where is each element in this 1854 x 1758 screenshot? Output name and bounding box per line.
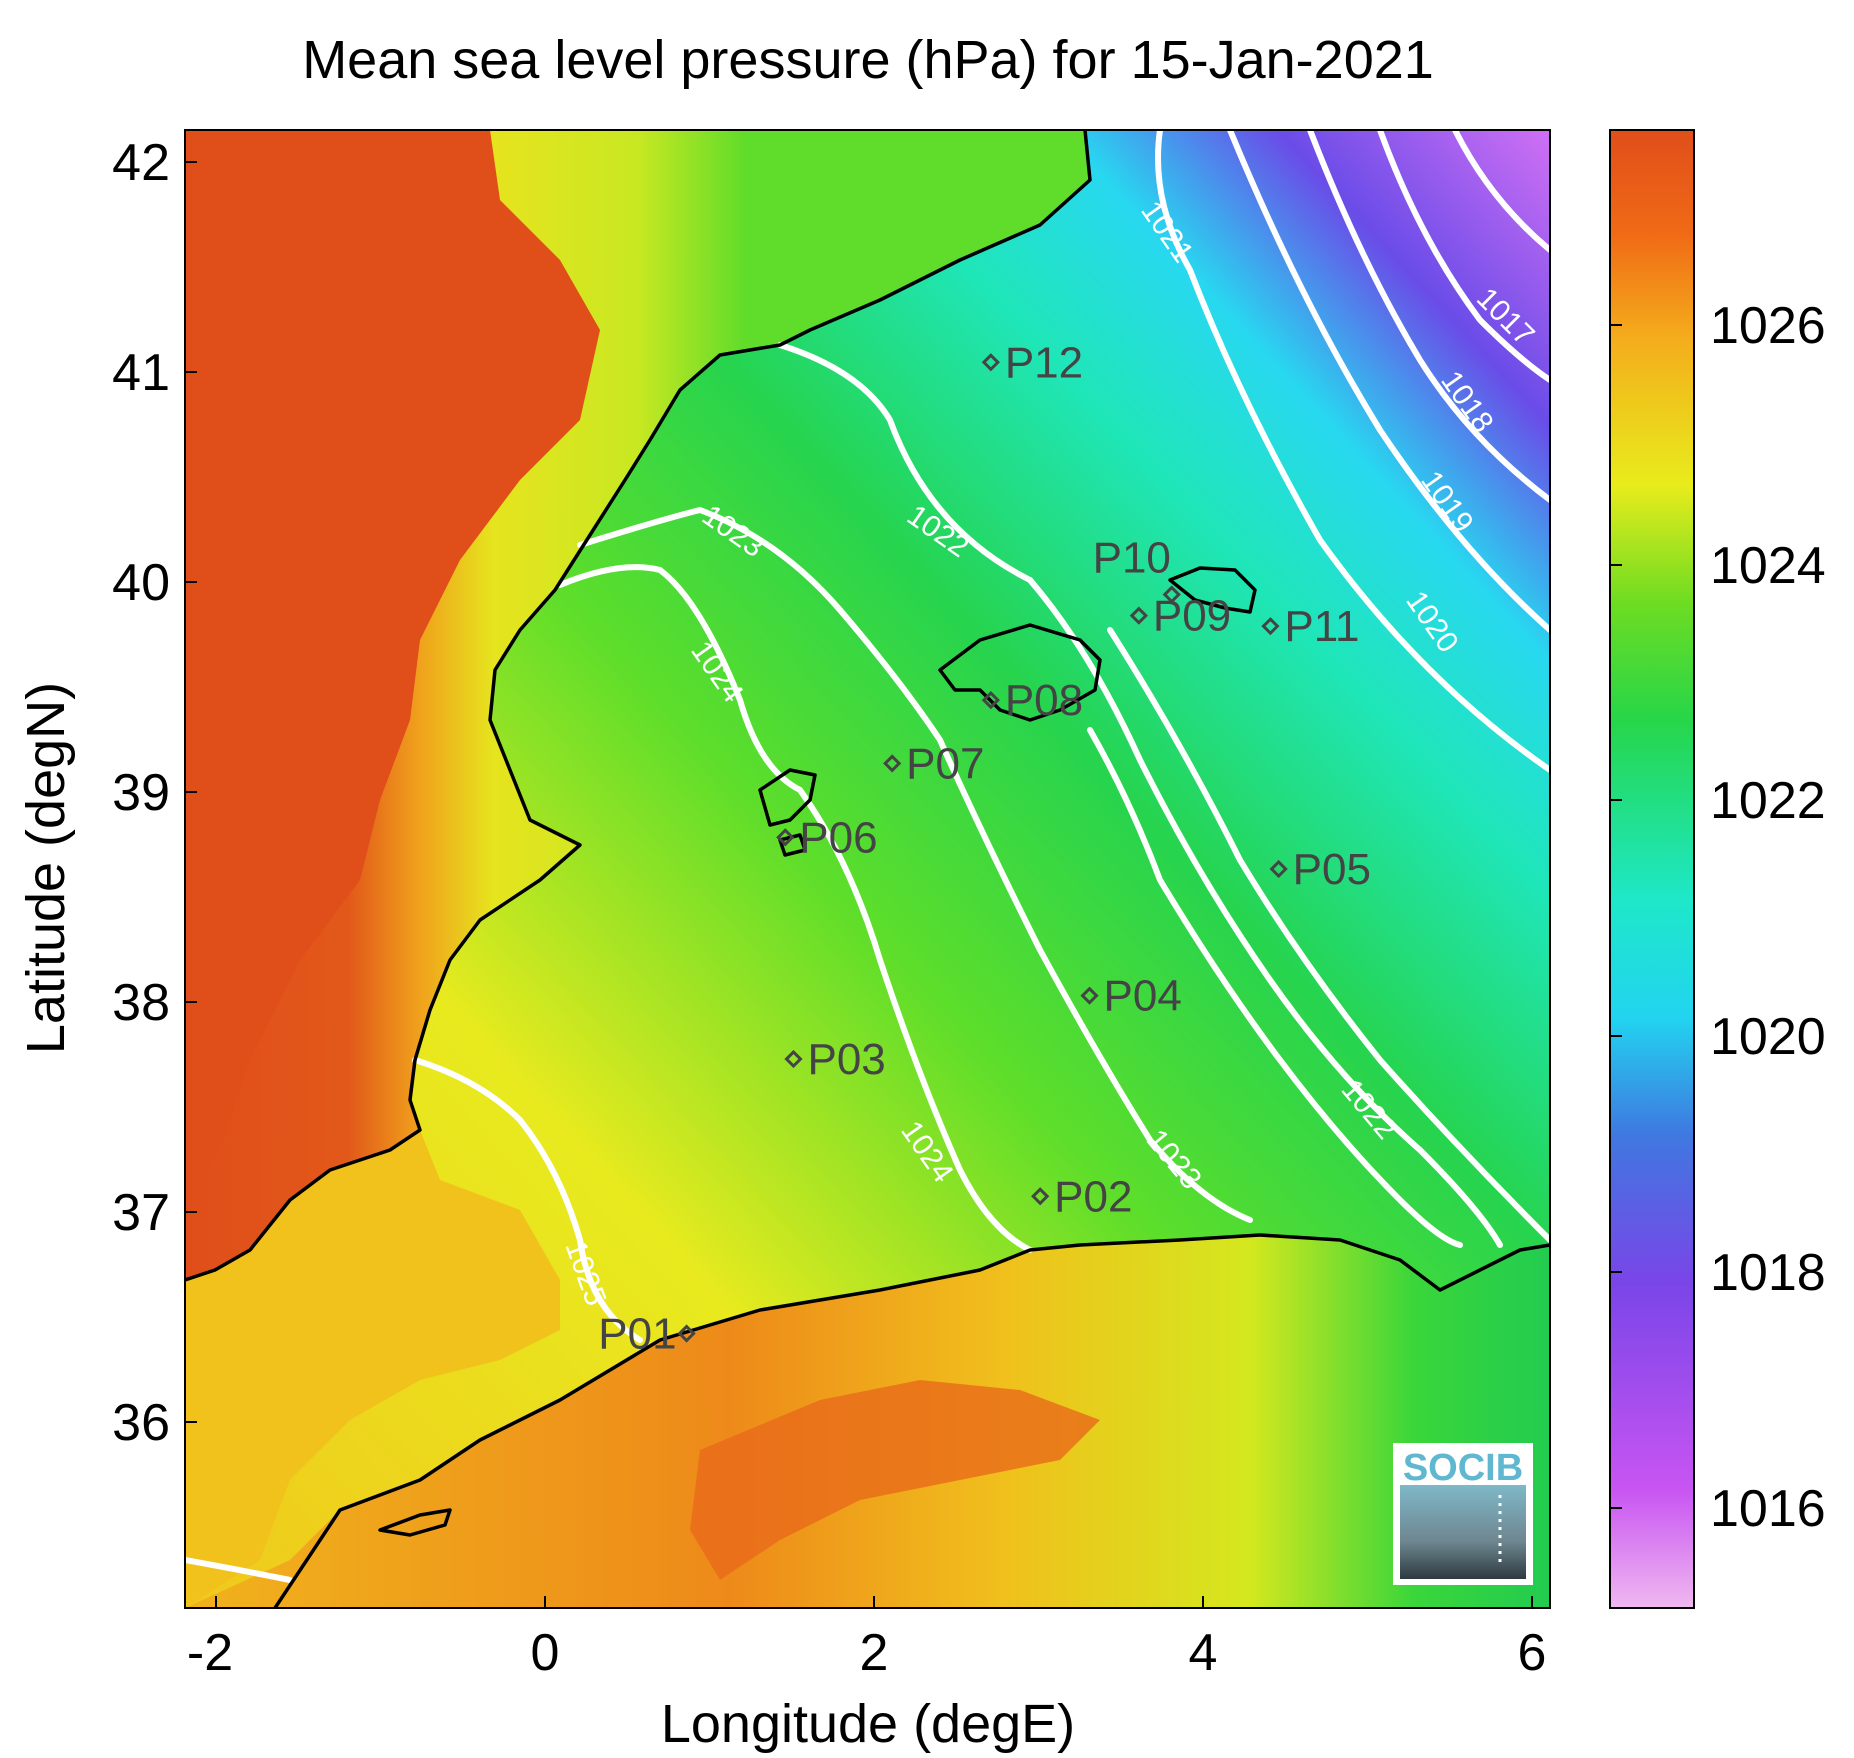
station-marker	[776, 828, 795, 847]
isobar-1025	[412, 1057, 643, 1343]
y-tick-label: 41	[112, 344, 170, 402]
isobar-1023-south	[1087, 727, 1463, 1248]
atlas-hotspots	[690, 1380, 1100, 1580]
isobar-1022-east	[1107, 627, 1550, 1243]
station-label: P02	[1054, 1172, 1132, 1221]
station-label: P05	[1293, 845, 1371, 894]
coastlines	[185, 130, 1550, 1608]
station-marker	[981, 690, 1000, 710]
y-tick-label: 42	[112, 134, 170, 192]
colorbar-tick-label: 1018	[1710, 1244, 1826, 1302]
y-tick-label: 37	[112, 1184, 170, 1242]
station-label: P04	[1104, 972, 1182, 1021]
africa-coastline	[273, 1233, 1550, 1608]
isobars	[185, 130, 1550, 1583]
murcia-land	[185, 1130, 560, 1608]
station-marker	[1269, 859, 1288, 879]
colorbar-gradient	[1609, 129, 1695, 1609]
socib-logo: SOCIB	[1393, 1443, 1533, 1585]
logo-picture	[1400, 1485, 1526, 1579]
station-marker	[677, 1324, 696, 1343]
logo-text: SOCIB	[1403, 1447, 1523, 1489]
station-marker	[1162, 585, 1181, 604]
y-axis-label: Latitude (degN)	[16, 682, 76, 1054]
y-axis: 42 41 40 39 38 37 36 Latitude (degN)	[16, 134, 197, 1452]
x-tick-label: 0	[531, 1624, 560, 1682]
station-label: P09	[1153, 592, 1231, 641]
station-marker	[981, 353, 1000, 372]
station-marker	[1080, 986, 1099, 1005]
mallorca-coast	[938, 623, 1102, 722]
iberia-coastline	[185, 130, 1092, 1282]
isobar-1023-middle	[937, 737, 1253, 1223]
isobar-1019	[1307, 130, 1550, 503]
colorbar-tick-label: 1022	[1710, 772, 1826, 830]
isobar-1018	[1377, 130, 1550, 383]
chart-title: Mean sea level pressure (hPa) for 15-Jan…	[302, 30, 1434, 90]
isobar-1020	[1227, 130, 1550, 633]
x-tick-label: 4	[1189, 1624, 1218, 1682]
station-label: P11	[1284, 602, 1359, 651]
station-label: P01	[598, 1310, 676, 1359]
map-frame	[184, 129, 1551, 1609]
alboran-island-coast	[378, 1508, 452, 1537]
map-area: 1017 1018 1019 1020 1021 1022 1023 1024 …	[185, 130, 1550, 1608]
x-tick-label: 2	[860, 1624, 889, 1682]
isobar-1024-north	[557, 564, 803, 793]
station-label: P03	[807, 1035, 885, 1084]
y-tick-label: 40	[112, 554, 170, 612]
ibiza-coast	[758, 768, 817, 827]
station-label: P07	[906, 739, 984, 788]
y-tick-label: 39	[112, 764, 170, 822]
isobar-1025-west	[185, 1557, 293, 1583]
x-axis-label: Longitude (degE)	[661, 1694, 1075, 1754]
station-marker	[1031, 1187, 1050, 1206]
station-label: P12	[1005, 338, 1083, 387]
station-label: P08	[1005, 676, 1083, 725]
x-axis: -2 0 2 4 6 Longitude (degE)	[187, 1596, 1547, 1754]
menorca-coast	[1168, 566, 1257, 614]
station-label: P10	[1093, 534, 1171, 583]
y-tick-label: 38	[112, 974, 170, 1032]
y-tick-label: 36	[112, 1394, 170, 1452]
isobar-1017	[1452, 130, 1550, 253]
colorbar: 1026 1024 1022 1020 1018 1016	[1609, 129, 1826, 1609]
isobar-1022-south	[1027, 577, 1503, 1248]
isobar-1023-north	[577, 506, 943, 743]
station-markers: P01 P02 P03 P04 P05 P06 P07 P08 P09 P10 P11 P12	[598, 338, 1371, 1358]
colorbar-tick-label: 1016	[1710, 1480, 1826, 1538]
station-label: P06	[799, 813, 877, 862]
station-marker	[784, 1049, 803, 1069]
iberia-hot-interior	[185, 130, 600, 1200]
x-tick-label: 6	[1518, 1624, 1547, 1682]
colorbar-tick-label: 1020	[1710, 1008, 1826, 1066]
station-marker	[1129, 606, 1148, 625]
colorbar-tick-label: 1024	[1710, 537, 1826, 595]
colorbar-tick-label: 1026	[1710, 297, 1826, 355]
isobar-1021	[1155, 130, 1550, 773]
isobar-1024-south	[797, 787, 1033, 1253]
station-marker	[1261, 617, 1280, 636]
station-marker	[883, 754, 902, 773]
isobar-1022-north	[777, 342, 1033, 583]
x-tick-label: -2	[187, 1624, 233, 1682]
